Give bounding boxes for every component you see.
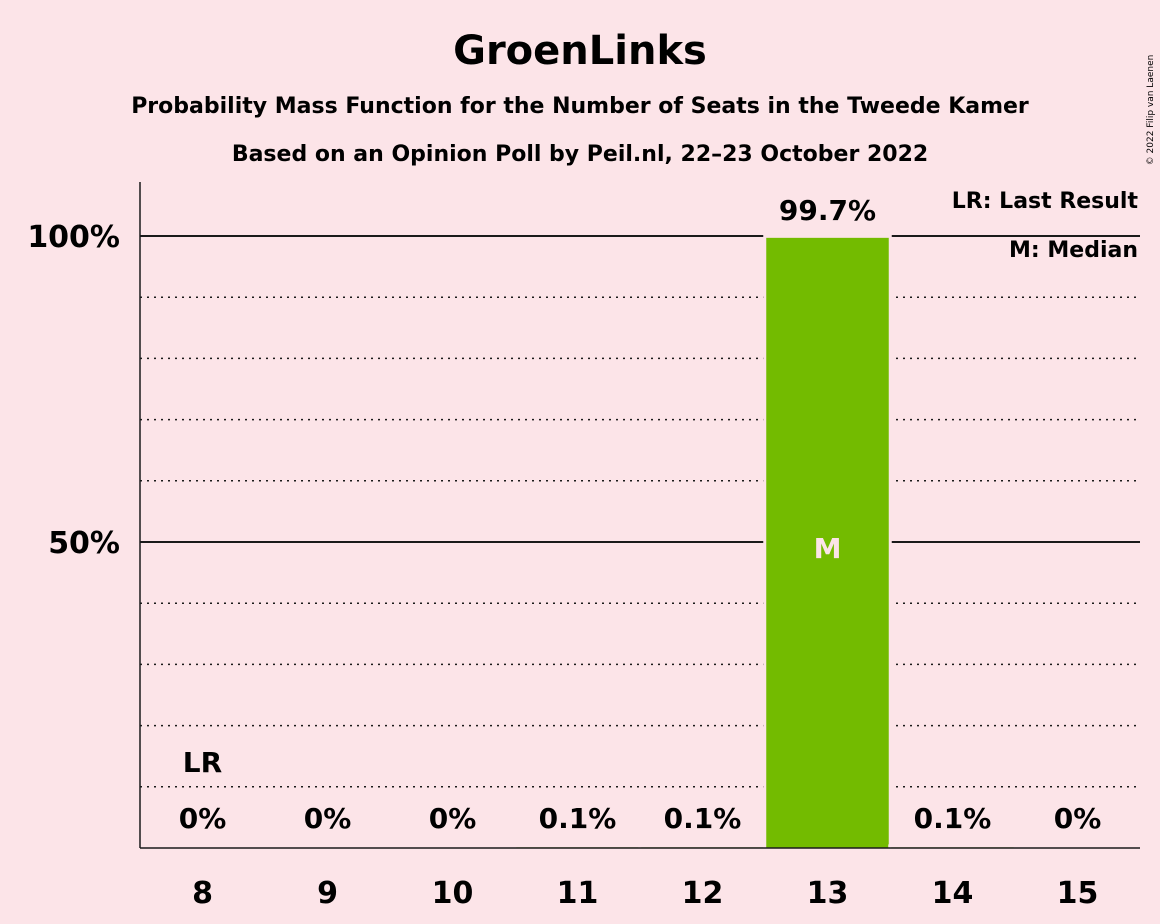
value-label-14: 0.1%	[914, 802, 992, 835]
gridlines	[140, 235, 1140, 788]
value-label-11: 0.1%	[539, 802, 617, 835]
bar-13	[766, 237, 889, 848]
value-label-12: 0.1%	[664, 802, 742, 835]
bar-halo	[513, 844, 642, 848]
chart-title: GroenLinks	[453, 28, 707, 74]
value-label-10: 0%	[429, 802, 477, 835]
bar-halo	[638, 844, 767, 848]
legend-last-result: LR: Last Result	[952, 189, 1139, 214]
x-tick-8: 8	[192, 876, 213, 911]
chart-subtitle: Probability Mass Function for the Number…	[131, 94, 1029, 119]
value-label-13: 99.7%	[779, 194, 876, 227]
x-tick-12: 12	[682, 876, 724, 911]
y-tick-100: 100%	[27, 220, 120, 255]
y-tick-50: 50%	[48, 526, 120, 561]
chart-subtitle-source: Based on an Opinion Poll by Peil.nl, 22–…	[232, 142, 928, 167]
legend-median: M: Median	[1009, 238, 1138, 263]
value-label-15: 0%	[1054, 802, 1102, 835]
value-labels: 0% 0% 0% 0.1% 0.1% 99.7% 0.1% 0% M LR	[179, 194, 1102, 835]
x-tick-9: 9	[317, 876, 338, 911]
last-result-marker: LR	[183, 746, 222, 779]
copyright-note: © 2022 Filip van Laenen	[1146, 55, 1156, 166]
value-label-8: 0%	[179, 802, 227, 835]
value-label-9: 0%	[304, 802, 352, 835]
x-tick-10: 10	[432, 876, 474, 911]
x-tick-labels: 8 9 10 11 12 13 14 15	[192, 876, 1098, 911]
median-marker: M	[814, 532, 842, 565]
x-tick-13: 13	[807, 876, 849, 911]
x-tick-15: 15	[1057, 876, 1099, 911]
x-tick-11: 11	[557, 876, 599, 911]
y-tick-labels: 50% 100%	[27, 220, 120, 561]
bar-halo	[888, 844, 1017, 848]
x-tick-14: 14	[932, 876, 974, 911]
